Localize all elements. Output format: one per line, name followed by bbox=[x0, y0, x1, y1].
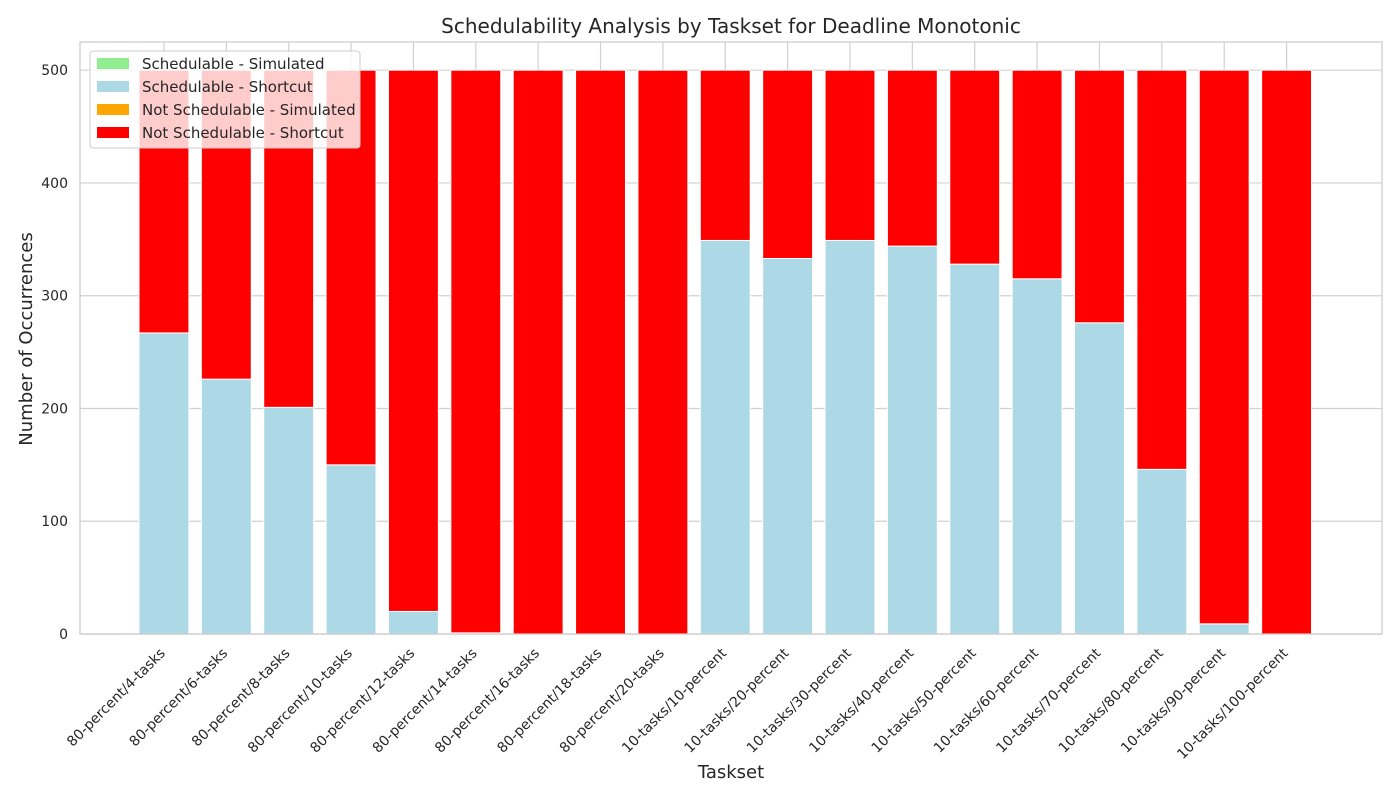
bar-segment bbox=[1136, 69, 1188, 470]
y-tick-label: 0 bbox=[59, 627, 68, 643]
legend-entry: Not Schedulable - Simulated bbox=[142, 101, 356, 119]
bar-segment bbox=[325, 464, 377, 635]
y-tick-label: 500 bbox=[41, 63, 68, 79]
bar-segment bbox=[762, 69, 814, 260]
bar-segment bbox=[886, 69, 938, 247]
bar-segment bbox=[512, 69, 564, 635]
bar-segment bbox=[138, 332, 190, 635]
bar-segment bbox=[1074, 69, 1125, 324]
bar-segment bbox=[1198, 69, 1250, 625]
legend-swatch bbox=[97, 81, 129, 92]
y-axis-label: Number of Occurrences bbox=[16, 232, 37, 445]
bar-segment bbox=[699, 69, 751, 241]
legend-swatch bbox=[97, 104, 129, 115]
bar-segment bbox=[1136, 468, 1188, 635]
bar-segment bbox=[450, 69, 502, 634]
plot-frame bbox=[79, 41, 1383, 635]
bar-segment bbox=[1198, 623, 1250, 635]
bar-segment bbox=[1074, 322, 1125, 635]
chart-title: Schedulability Analysis by Taskset for D… bbox=[441, 14, 1021, 38]
bar-segment bbox=[637, 69, 689, 635]
bar-segment bbox=[824, 239, 876, 635]
bar-segment bbox=[699, 239, 751, 635]
bar-segment bbox=[949, 69, 1001, 265]
y-tick-label: 200 bbox=[41, 401, 68, 417]
bars bbox=[138, 69, 1313, 635]
legend-box bbox=[89, 50, 361, 149]
legend-swatch bbox=[97, 58, 129, 69]
bar-segment bbox=[949, 263, 1001, 635]
legend-swatch bbox=[97, 127, 129, 138]
bar-segment bbox=[575, 69, 626, 635]
y-tick-label: 100 bbox=[41, 514, 68, 530]
bar-segment bbox=[1011, 69, 1063, 280]
x-axis-label: Taskset bbox=[697, 762, 764, 783]
bar-segment bbox=[1011, 278, 1063, 635]
y-tick-label: 400 bbox=[41, 176, 68, 192]
legend-entry: Schedulable - Simulated bbox=[142, 55, 325, 73]
legend-entry: Schedulable - Shortcut bbox=[142, 78, 313, 96]
bar-segment bbox=[1261, 69, 1313, 635]
y-tick-labels: 0 100 200 300 400 500 bbox=[41, 63, 68, 643]
bar-segment bbox=[886, 245, 938, 635]
bar-segment bbox=[200, 378, 252, 635]
legend-entry: Not Schedulable - Shortcut bbox=[142, 124, 344, 142]
bar-segment bbox=[387, 610, 439, 635]
legend: Schedulable - Simulated Schedulable - Sho… bbox=[89, 50, 361, 149]
bar-segment bbox=[263, 406, 315, 635]
bar-segment bbox=[824, 69, 876, 241]
bar-segment bbox=[762, 258, 814, 635]
y-tick-label: 300 bbox=[41, 289, 68, 305]
bar-segment bbox=[387, 69, 439, 612]
